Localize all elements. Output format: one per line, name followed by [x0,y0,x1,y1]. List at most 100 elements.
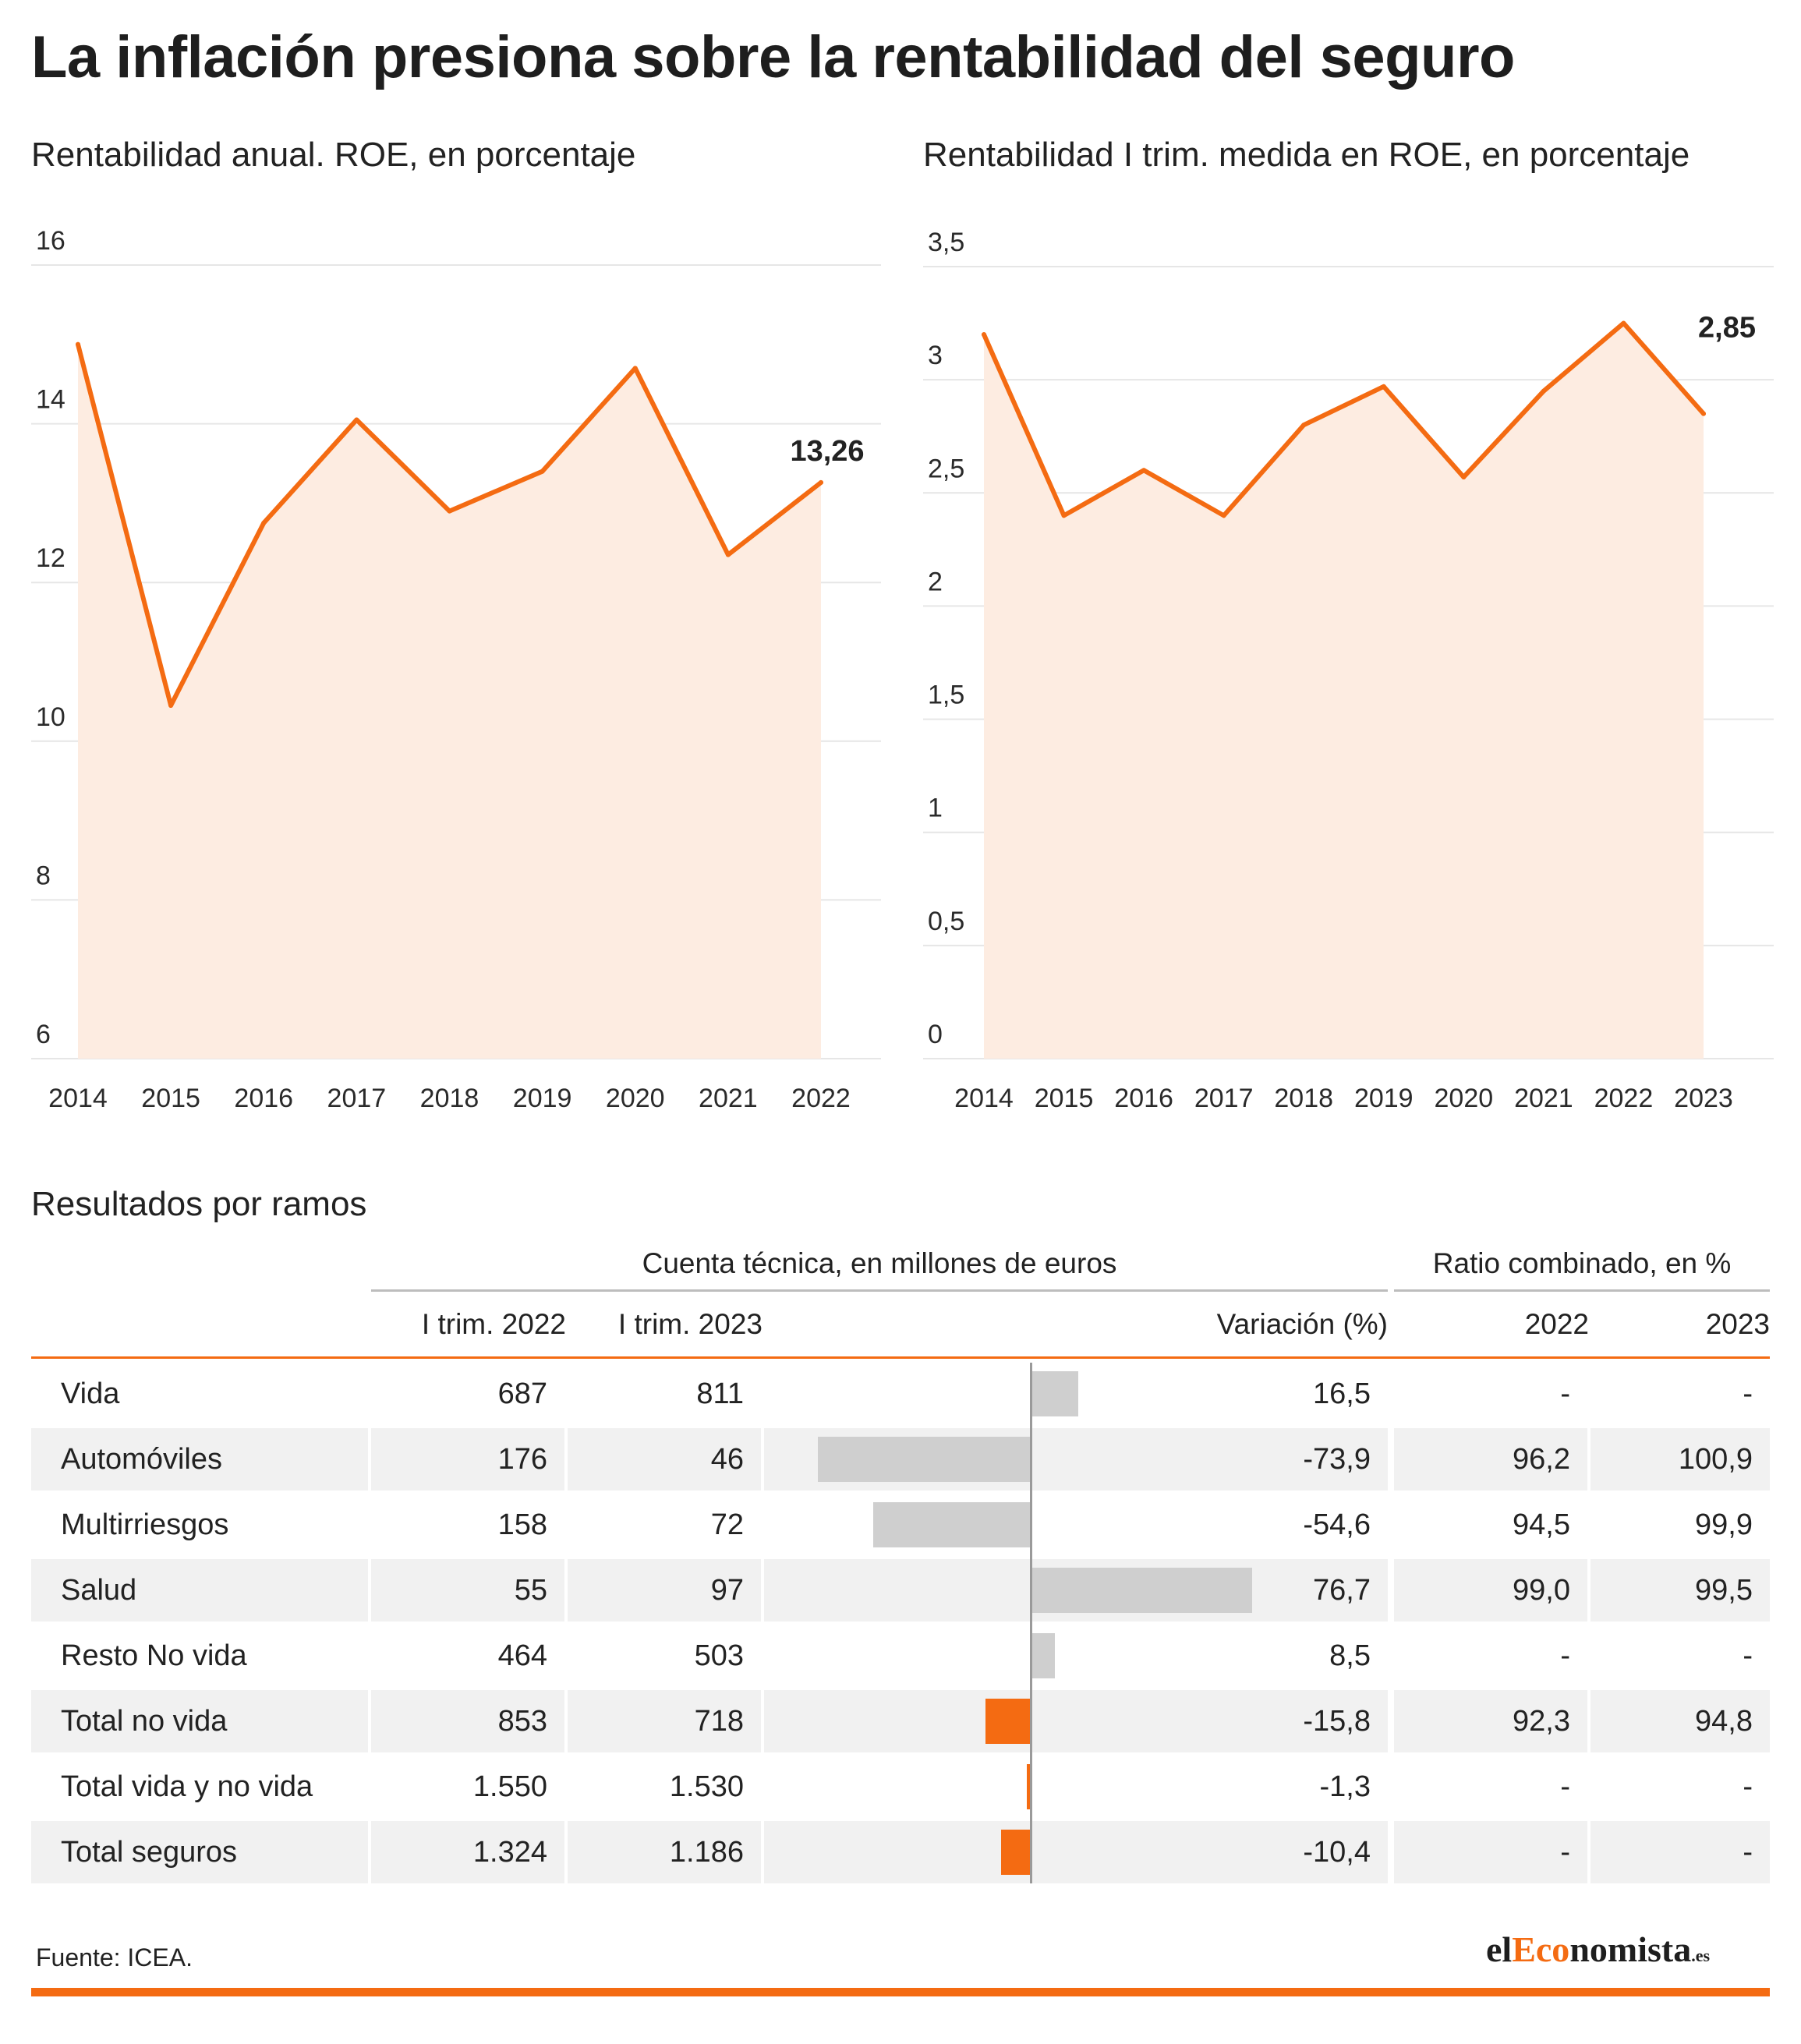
cell-q1-2022: 1.550 [472,1770,547,1803]
chart1-data-point [1141,468,1147,473]
chart1-data-point [1461,474,1467,479]
chart0-ytick-label: 6 [36,1020,51,1049]
cell-ratio-2023: - [1743,1639,1753,1672]
col-header-ratio-2023: 2023 [1705,1308,1770,1340]
cell-branch: Total no vida [31,1690,368,1752]
cell-ratio-2023: 100,9 [1590,1428,1770,1491]
variation-bar [1031,1633,1056,1678]
chart0-area [78,344,821,1059]
chart0-data-point [168,702,174,708]
col-header-ratio-2022: 2022 [1524,1308,1589,1340]
chart0-ytick-label: 14 [36,385,65,415]
chart1-last-value-label: 2,85 [1698,312,1756,345]
table-row: Total vida y no vida 1.550 1.530 -1,3 - - [31,1756,1770,1818]
cell-ratio-2022: 96,2 [1394,1428,1587,1491]
cell-ratio-2023: - [1590,1821,1770,1883]
chart1-ytick-label: 3 [928,341,943,370]
chart1-xtick-label: 2017 [1194,1084,1254,1113]
chart0-data-point [76,341,80,347]
chart0-xtick-label: 2021 [699,1084,758,1113]
header-rule [31,1356,1770,1359]
cell-q1-2023: 46 [568,1428,761,1491]
cell-variation: -1,3 [1319,1770,1371,1803]
chart1-xtick-label: 2021 [1514,1084,1573,1113]
chart1-ytick-label: 2 [928,567,943,596]
chart0-xtick-label: 2018 [420,1084,479,1113]
chart0-data-point [819,479,823,485]
chart0-ytick-label: 8 [36,861,51,890]
chart1-xtick-label: 2014 [954,1084,1014,1113]
chart1-xtick-label: 2018 [1274,1084,1333,1113]
chart1-data-point [1541,388,1546,394]
cell-variation: -10,4 [764,1821,1388,1883]
chart1-area [984,323,1704,1059]
variation-bar [1000,1830,1031,1875]
cell-q1-2023: 72 [710,1508,744,1541]
chart0-ytick-label: 16 [36,226,65,256]
table-row: Vida 687 811 16,5 - - [31,1363,1770,1425]
chart0-ytick-label: 12 [36,543,65,573]
chart1-data-point [1301,423,1307,428]
chart1-data-point [1381,384,1386,389]
cell-q1-2022: 853 [371,1690,564,1752]
chart0-ytick-label: 10 [36,702,65,732]
chart1-ytick-label: 2,5 [928,454,964,483]
chart0-data-point [632,366,638,371]
variation-bar [1027,1764,1031,1809]
col-header-q1-2023: I trim. 2023 [617,1308,763,1340]
chart1-xtick-label: 2020 [1435,1084,1494,1113]
chart1-xtick-label: 2023 [1674,1084,1733,1113]
variation-bar [985,1699,1031,1744]
table-row: Salud 55 97 76,7 99,0 99,5 [31,1559,1770,1621]
cell-q1-2023: 503 [694,1639,744,1672]
chart1-data-point [1621,320,1626,326]
chart1-ytick-label: 3,5 [928,228,964,257]
chart1-ytick-label: 1 [928,794,943,823]
cell-q1-2022: 158 [497,1508,547,1541]
group-header-technical: Cuenta técnica, en millones de euros [642,1247,1117,1279]
chart1-xtick-label: 2015 [1035,1084,1094,1113]
cell-branch: Salud [31,1559,368,1621]
chart0-xtick-label: 2016 [234,1084,293,1113]
source-note: Fuente: ICEA. [36,1943,193,1972]
col-header-q1-2022: I trim. 2022 [421,1308,566,1340]
chart1-xtick-label: 2016 [1114,1084,1173,1113]
chart1-data-point [1701,411,1706,416]
cell-q1-2022: 176 [371,1428,564,1491]
chart0-xtick-label: 2014 [48,1084,108,1113]
chart0-data-point [540,469,545,474]
cell-ratio-2022: - [1394,1821,1587,1883]
table-row: Total no vida 853 718 -15,8 92,3 94,8 [31,1690,1770,1752]
cell-ratio-2023: - [1743,1770,1753,1803]
col-header-variation: Variación (%) [1216,1308,1388,1340]
cell-ratio-2023: - [1743,1377,1753,1410]
table-title: Resultados por ramos [31,1185,367,1223]
page-title: La inflación presiona sobre la rentabili… [31,24,1515,90]
cell-variation: 16,5 [1313,1377,1371,1410]
cell-q1-2023: 718 [568,1690,761,1752]
cell-q1-2023: 97 [568,1559,761,1621]
table-row: Automóviles 176 46 -73,9 96,2 100,9 [31,1428,1770,1491]
chart0-last-value-label: 13,26 [790,435,864,468]
cell-ratio-2022: - [1560,1377,1570,1410]
cell-ratio-2022: 99,0 [1394,1559,1587,1621]
cell-ratio-2023: 99,9 [1695,1508,1753,1541]
cell-branch: Total seguros [31,1821,368,1883]
chart0-xtick-label: 2015 [141,1084,200,1113]
cell-q1-2022: 464 [497,1639,547,1672]
cell-q1-2022: 687 [497,1377,547,1410]
cell-branch: Multirriesgos [61,1508,229,1541]
cell-branch: Automóviles [31,1428,368,1491]
group-header-ratio: Ratio combinado, en % [1432,1247,1732,1279]
bottom-rule [31,1988,1770,1996]
cell-q1-2023: 1.530 [669,1770,744,1803]
chart1-ytick-label: 0 [928,1020,943,1049]
cell-q1-2023: 1.186 [568,1821,761,1883]
cell-branch: Total vida y no vida [61,1770,313,1803]
variation-bar [817,1437,1031,1482]
group-divider-ratio [1394,1289,1770,1292]
variation-bar [872,1502,1031,1547]
cell-branch: Resto No vida [61,1639,247,1672]
chart0-data-point [725,552,731,557]
chart0-xtick-label: 2022 [791,1084,851,1113]
